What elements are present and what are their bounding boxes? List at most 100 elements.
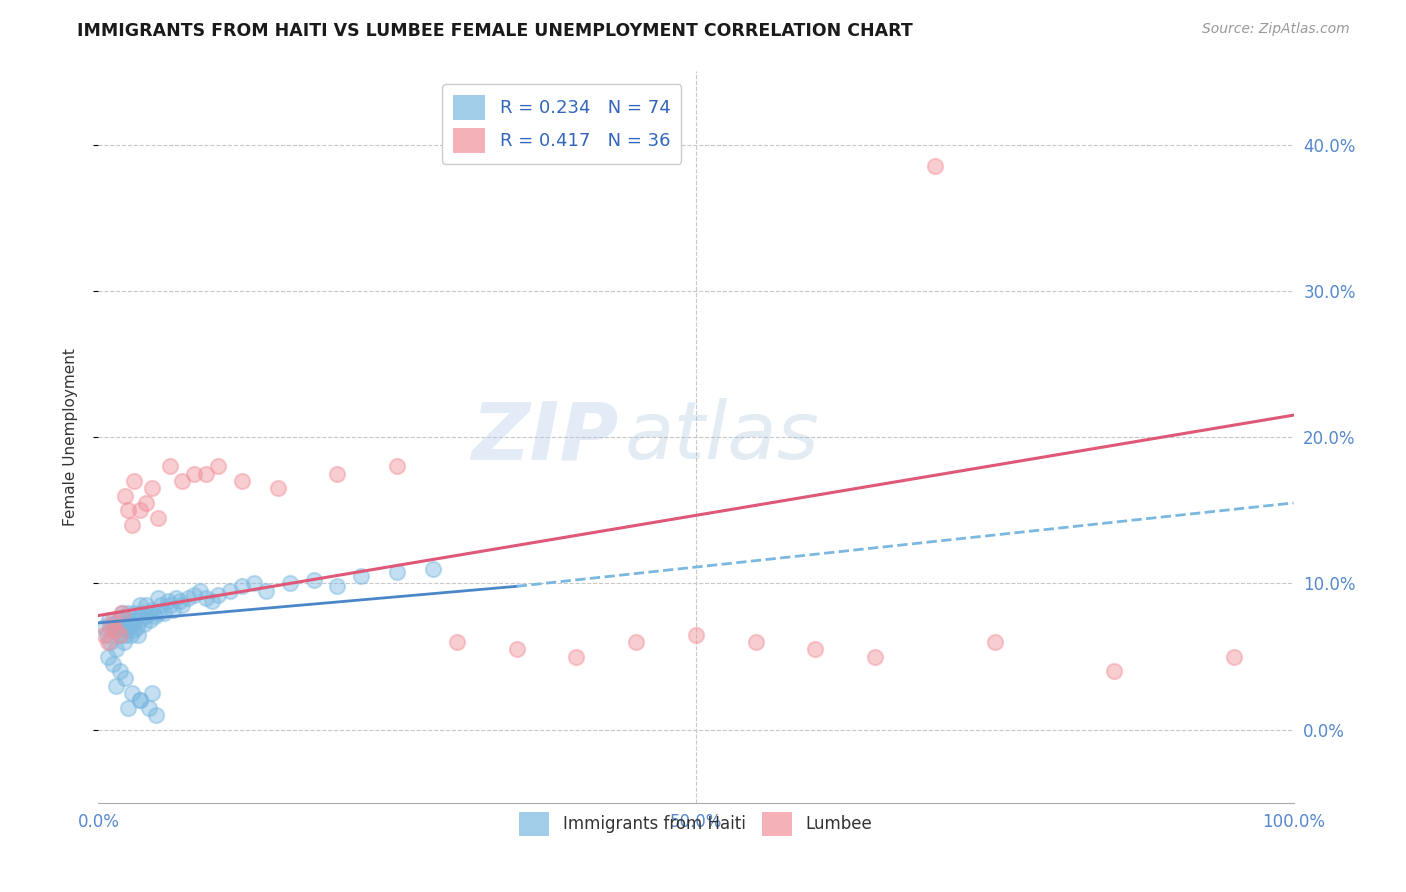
Point	[138, 606, 160, 620]
Point	[145, 708, 167, 723]
Y-axis label: Female Unemployment: Female Unemployment	[63, 348, 77, 526]
Point	[97, 635, 120, 649]
Point	[207, 588, 229, 602]
Point	[117, 503, 139, 517]
Point	[162, 603, 184, 617]
Point	[172, 474, 194, 488]
Point	[98, 620, 122, 634]
Point	[107, 613, 129, 627]
Point	[117, 613, 139, 627]
Point	[115, 617, 138, 632]
Text: Source: ZipAtlas.com: Source: ZipAtlas.com	[1202, 22, 1350, 37]
Point	[141, 481, 163, 495]
Point	[278, 576, 301, 591]
Point	[385, 459, 409, 474]
Point	[188, 583, 211, 598]
Point	[132, 617, 155, 632]
Point	[98, 635, 122, 649]
Point	[124, 623, 146, 637]
Point	[111, 620, 134, 634]
Point	[159, 459, 181, 474]
Point	[101, 657, 124, 671]
Point	[141, 686, 163, 700]
Point	[97, 649, 120, 664]
Point	[103, 623, 125, 637]
Point	[108, 627, 131, 641]
Point	[267, 481, 290, 495]
Point	[138, 700, 160, 714]
Text: ZIP: ZIP	[471, 398, 619, 476]
Point	[129, 613, 152, 627]
Point	[124, 613, 146, 627]
Point	[105, 642, 128, 657]
Point	[93, 627, 115, 641]
Point	[129, 693, 152, 707]
Point	[207, 459, 229, 474]
Point	[254, 583, 277, 598]
Point	[93, 620, 115, 634]
Point	[117, 700, 139, 714]
Point	[117, 606, 139, 620]
Point	[506, 642, 529, 657]
Point	[141, 603, 163, 617]
Point	[135, 608, 157, 623]
Point	[350, 569, 373, 583]
Point	[183, 588, 205, 602]
Point	[219, 583, 242, 598]
Point	[96, 627, 118, 641]
Point	[159, 599, 181, 613]
Point	[446, 635, 468, 649]
Point	[114, 672, 136, 686]
Point	[108, 627, 131, 641]
Point	[101, 617, 124, 632]
Point	[139, 613, 162, 627]
Point	[129, 693, 152, 707]
Point	[112, 635, 135, 649]
Point	[143, 608, 166, 623]
Point	[231, 474, 253, 488]
Point	[169, 594, 191, 608]
Point	[129, 503, 152, 517]
Point	[195, 591, 218, 605]
Point	[1223, 649, 1246, 664]
Point	[804, 642, 827, 657]
Point	[115, 623, 138, 637]
Point	[231, 579, 253, 593]
Point	[326, 467, 349, 481]
Point	[1104, 664, 1126, 678]
Point	[984, 635, 1007, 649]
Point	[124, 606, 146, 620]
Point	[183, 467, 205, 481]
Point	[385, 565, 409, 579]
Point	[135, 599, 157, 613]
Point	[302, 574, 325, 588]
Point	[131, 606, 153, 620]
Text: atlas: atlas	[624, 398, 820, 476]
Legend: Immigrants from Haiti, Lumbee: Immigrants from Haiti, Lumbee	[509, 802, 883, 846]
Point	[745, 635, 768, 649]
Point	[626, 635, 648, 649]
Point	[121, 617, 143, 632]
Point	[120, 627, 142, 641]
Point	[135, 496, 157, 510]
Point	[129, 599, 152, 613]
Point	[422, 562, 444, 576]
Point	[326, 579, 349, 593]
Point	[114, 627, 136, 641]
Point	[148, 606, 170, 620]
Point	[195, 467, 218, 481]
Point	[156, 594, 179, 608]
Point	[565, 649, 588, 664]
Point	[177, 591, 200, 605]
Point	[111, 606, 134, 620]
Text: IMMIGRANTS FROM HAITI VS LUMBEE FEMALE UNEMPLOYMENT CORRELATION CHART: IMMIGRANTS FROM HAITI VS LUMBEE FEMALE U…	[77, 22, 912, 40]
Point	[685, 627, 707, 641]
Point	[105, 679, 128, 693]
Point	[148, 591, 170, 605]
Point	[148, 510, 170, 524]
Point	[121, 686, 143, 700]
Point	[105, 620, 128, 634]
Point	[105, 623, 128, 637]
Point	[865, 649, 887, 664]
Point	[165, 591, 187, 605]
